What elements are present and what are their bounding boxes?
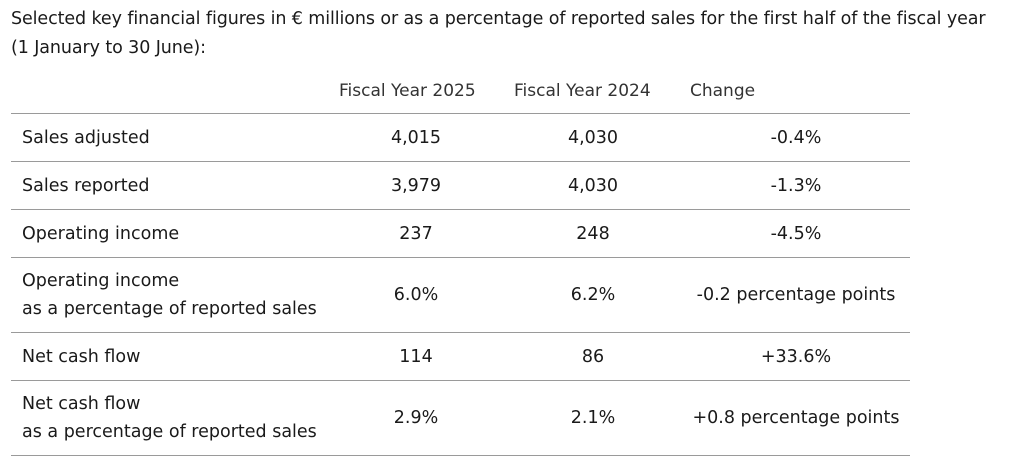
header-change: Change [690, 81, 756, 101]
cell-fy2025: 114 [399, 347, 433, 367]
table-row: Operating income as a percentage of repo… [11, 257, 910, 332]
cell-fy2025: 6.0% [393, 285, 439, 305]
row-label-line-1: Net cash flow [22, 394, 141, 414]
row-label-line-1: Net cash flow [22, 347, 141, 367]
intro-line-1: Selected key financial figures in € mill… [11, 9, 986, 29]
row-label-line-1: Operating income [22, 224, 180, 244]
cell-change: -0.2 percentage points [696, 285, 896, 305]
cell-change: -0.4% [770, 128, 822, 148]
cell-fy2024: 2.1% [570, 408, 616, 428]
row-label-line-1: Sales reported [22, 176, 150, 196]
cell-fy2025: 2.9% [393, 408, 439, 428]
cell-fy2024: 6.2% [570, 285, 616, 305]
row-label-line-2: as a percentage of reported sales [22, 422, 317, 442]
intro-line-2: (1 January to 30 June): [11, 38, 206, 58]
cell-change: +0.8 percentage points [692, 408, 900, 428]
cell-change: -4.5% [770, 224, 822, 244]
cell-fy2025: 3,979 [390, 176, 442, 196]
row-label: Operating income [22, 220, 179, 248]
cell-fy2024: 4,030 [567, 128, 619, 148]
row-label-line-2: as a percentage of reported sales [22, 299, 317, 319]
cell-change: -1.3% [770, 176, 822, 196]
row-label: Net cash flow [22, 343, 140, 371]
table-row: Net cash flow 114 86 +33.6% [11, 332, 910, 380]
cell-fy2024: 4,030 [567, 176, 619, 196]
financial-figures-table: Sales adjusted 4,015 4,030 -0.4% Sales r… [11, 113, 910, 456]
row-label-line-1: Operating income [22, 271, 180, 291]
table-row: Operating income 237 248 -4.5% [11, 209, 910, 257]
cell-fy2024: 86 [581, 347, 605, 367]
row-label: Sales adjusted [22, 124, 150, 152]
row-label: Net cash flow as a percentage of reporte… [22, 390, 317, 446]
header-fiscal-year-2025: Fiscal Year 2025 [339, 81, 476, 101]
row-label: Sales reported [22, 172, 149, 200]
table-row: Sales adjusted 4,015 4,030 -0.4% [11, 113, 910, 161]
cell-change: +33.6% [760, 347, 832, 367]
table-row: Net cash flow as a percentage of reporte… [11, 380, 910, 456]
header-fiscal-year-2024: Fiscal Year 2024 [514, 81, 651, 101]
cell-fy2024: 248 [576, 224, 610, 244]
cell-fy2025: 4,015 [390, 128, 442, 148]
row-label: Operating income as a percentage of repo… [22, 267, 317, 323]
table-row: Sales reported 3,979 4,030 -1.3% [11, 161, 910, 209]
intro-text: Selected key financial figures in € mill… [11, 5, 1021, 63]
row-label-line-1: Sales adjusted [22, 128, 150, 148]
cell-fy2025: 237 [399, 224, 433, 244]
